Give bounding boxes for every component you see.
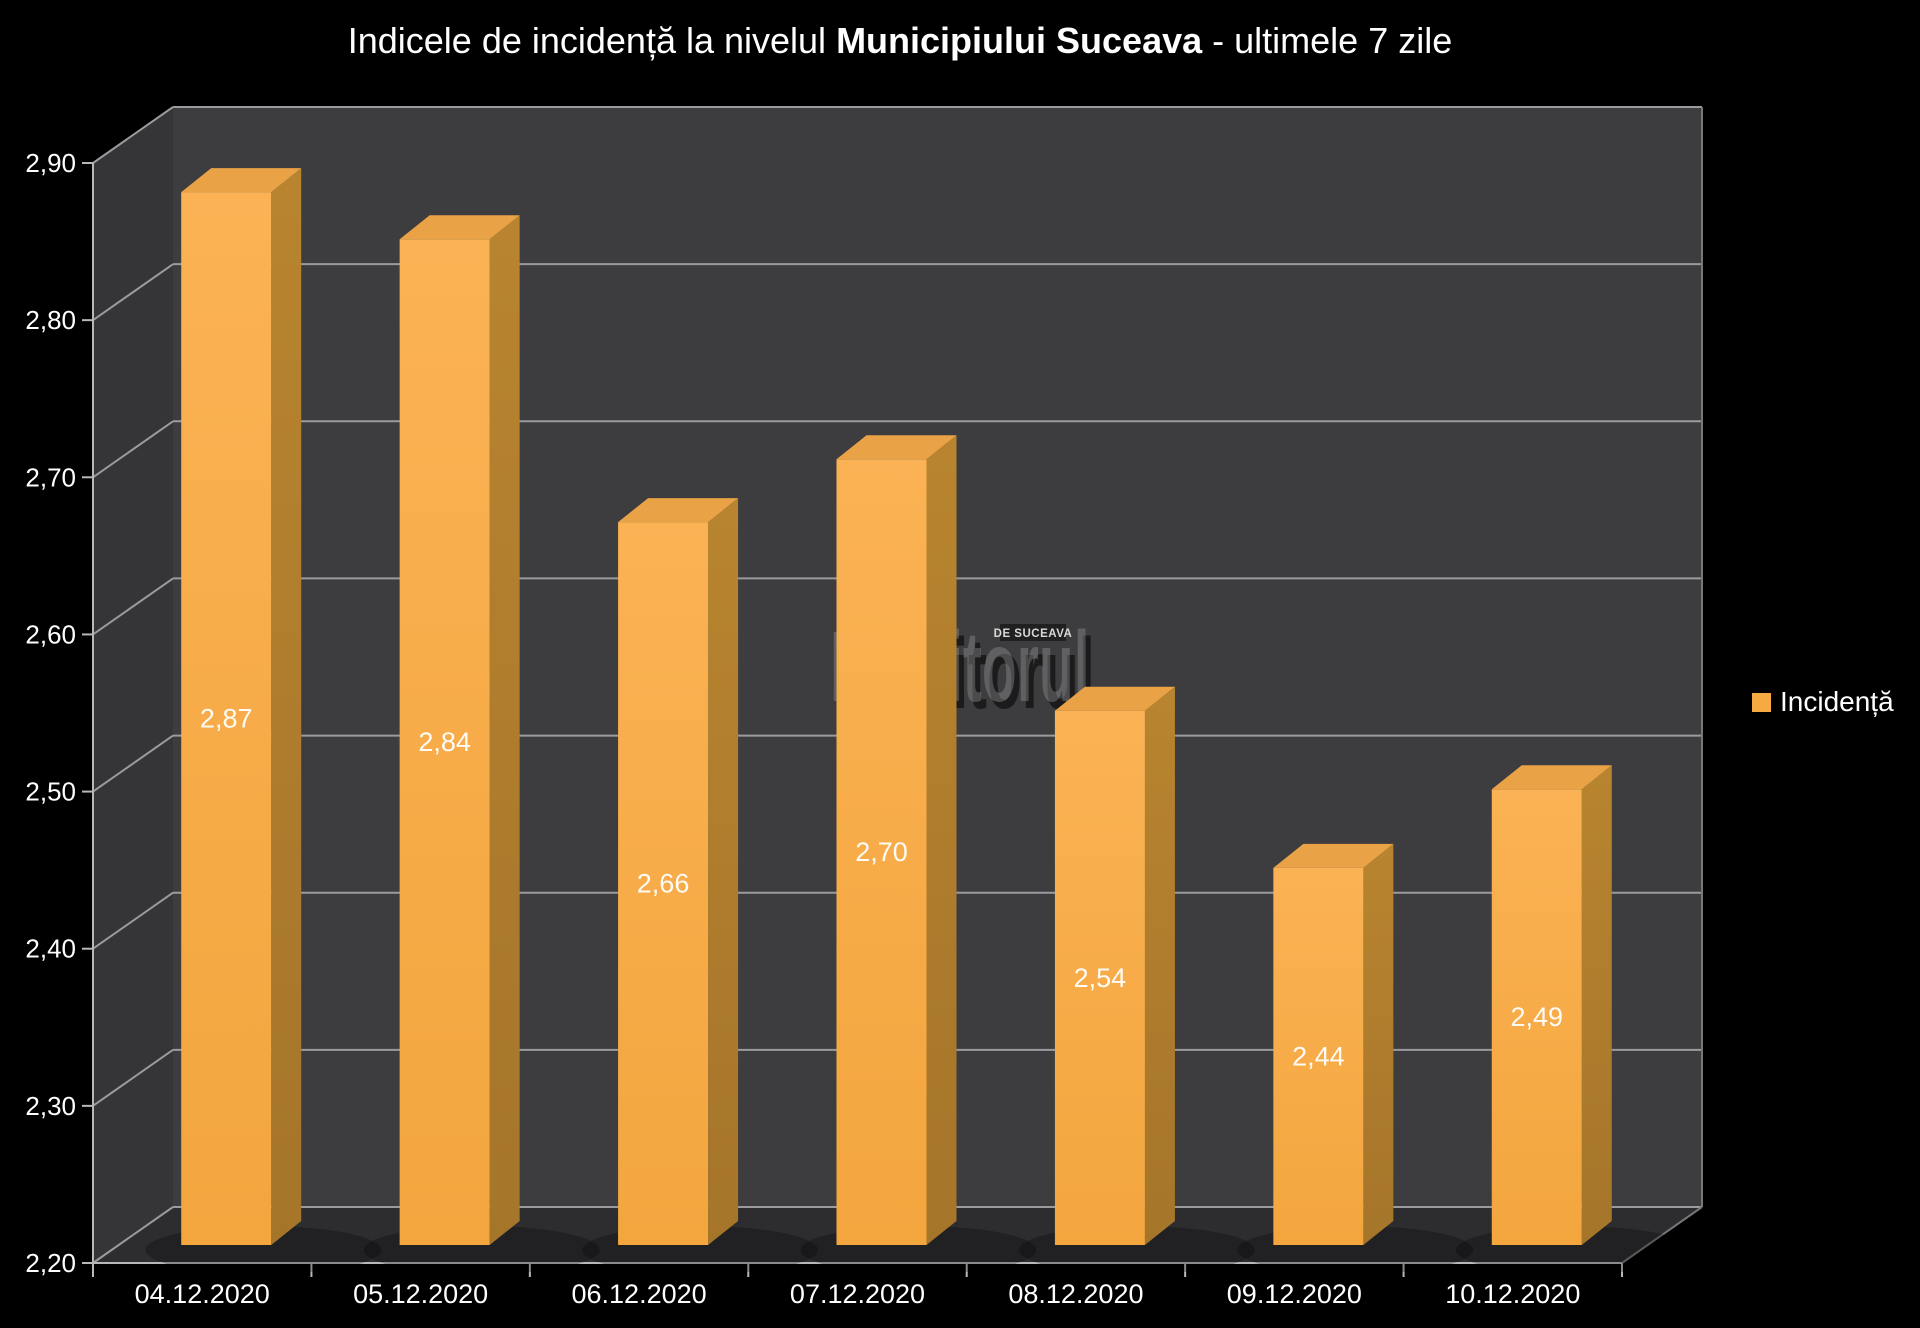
bar [1273,867,1364,1245]
bar-value-label: 2,84 [418,727,471,757]
bar-value-label: 2,44 [1292,1041,1345,1071]
bar [399,239,490,1246]
legend-label: Incidență [1780,686,1894,717]
grid-line-wall [92,734,174,793]
bar [1054,710,1145,1245]
title-text-bold: Municipiului Suceava [836,20,1203,61]
y-tick-label: 2,70 [25,462,76,492]
bar [618,522,709,1245]
y-tick-label: 2,30 [25,1091,76,1121]
legend-swatch [1752,692,1771,712]
bar-top-face [1273,843,1394,868]
x-tick-label: 08.12.2020 [1008,1279,1143,1309]
y-tick-label: 2,90 [25,148,76,178]
bar-side-face [489,215,520,1245]
x-tick-label: 05.12.2020 [353,1279,488,1309]
x-tick-label: 04.12.2020 [135,1279,270,1309]
bar-top-face [1054,686,1175,711]
title-text-prefix: Indicele de incidență la nivelul [347,20,837,61]
bar-top-face [181,168,302,193]
bar-side-face [1581,765,1612,1245]
legend: Incidență [1752,686,1894,718]
grid-line-wall [92,891,174,950]
bar-side-face [1144,686,1175,1245]
chart-title: Indicele de incidență la nivelul Municip… [0,20,1800,62]
bar [181,192,272,1246]
x-tick-label: 07.12.2020 [790,1279,925,1309]
floor-right-edge [1621,1206,1703,1264]
bar-value-label: 2,70 [855,837,908,867]
y-tick-label: 2,50 [25,777,76,807]
bar-side-face [926,435,957,1245]
bar [836,459,927,1245]
y-tick-label: 2,20 [25,1248,76,1278]
grid-line-wall [92,1206,174,1264]
bar-value-label: 2,54 [1074,963,1127,993]
bar-top-face [836,435,957,460]
grid-line-wall [92,1049,174,1107]
x-tick-label: 09.12.2020 [1227,1279,1362,1309]
bar-value-label: 2,49 [1511,1002,1564,1032]
bar-side-face [1363,843,1394,1245]
watermark-badge-text: DE SUCEAVA [994,628,1073,640]
bar [1491,789,1582,1245]
bar-top-face [399,215,520,240]
y-tick-label: 2,80 [25,305,76,335]
y-tick-label: 2,60 [25,619,76,649]
bar-side-face [708,498,739,1246]
bar-top-face [1491,765,1612,790]
x-tick-label: 10.12.2020 [1445,1279,1580,1309]
title-text-suffix: - ultimele 7 zile [1202,20,1453,61]
watermark-badge-bg [1000,624,1066,641]
bar-value-label: 2,66 [637,869,690,899]
grid-line-wall [92,106,174,164]
grid-line-wall [92,263,174,321]
bar-top-face [618,498,739,523]
bar-side-face [271,168,302,1246]
bar-value-label: 2,87 [200,704,253,734]
grid-line-wall [92,577,174,636]
y-tick-label: 2,40 [25,934,76,964]
chart-left-wall [93,107,173,1263]
grid-line-wall [92,420,174,479]
x-tick-label: 06.12.2020 [572,1279,707,1309]
